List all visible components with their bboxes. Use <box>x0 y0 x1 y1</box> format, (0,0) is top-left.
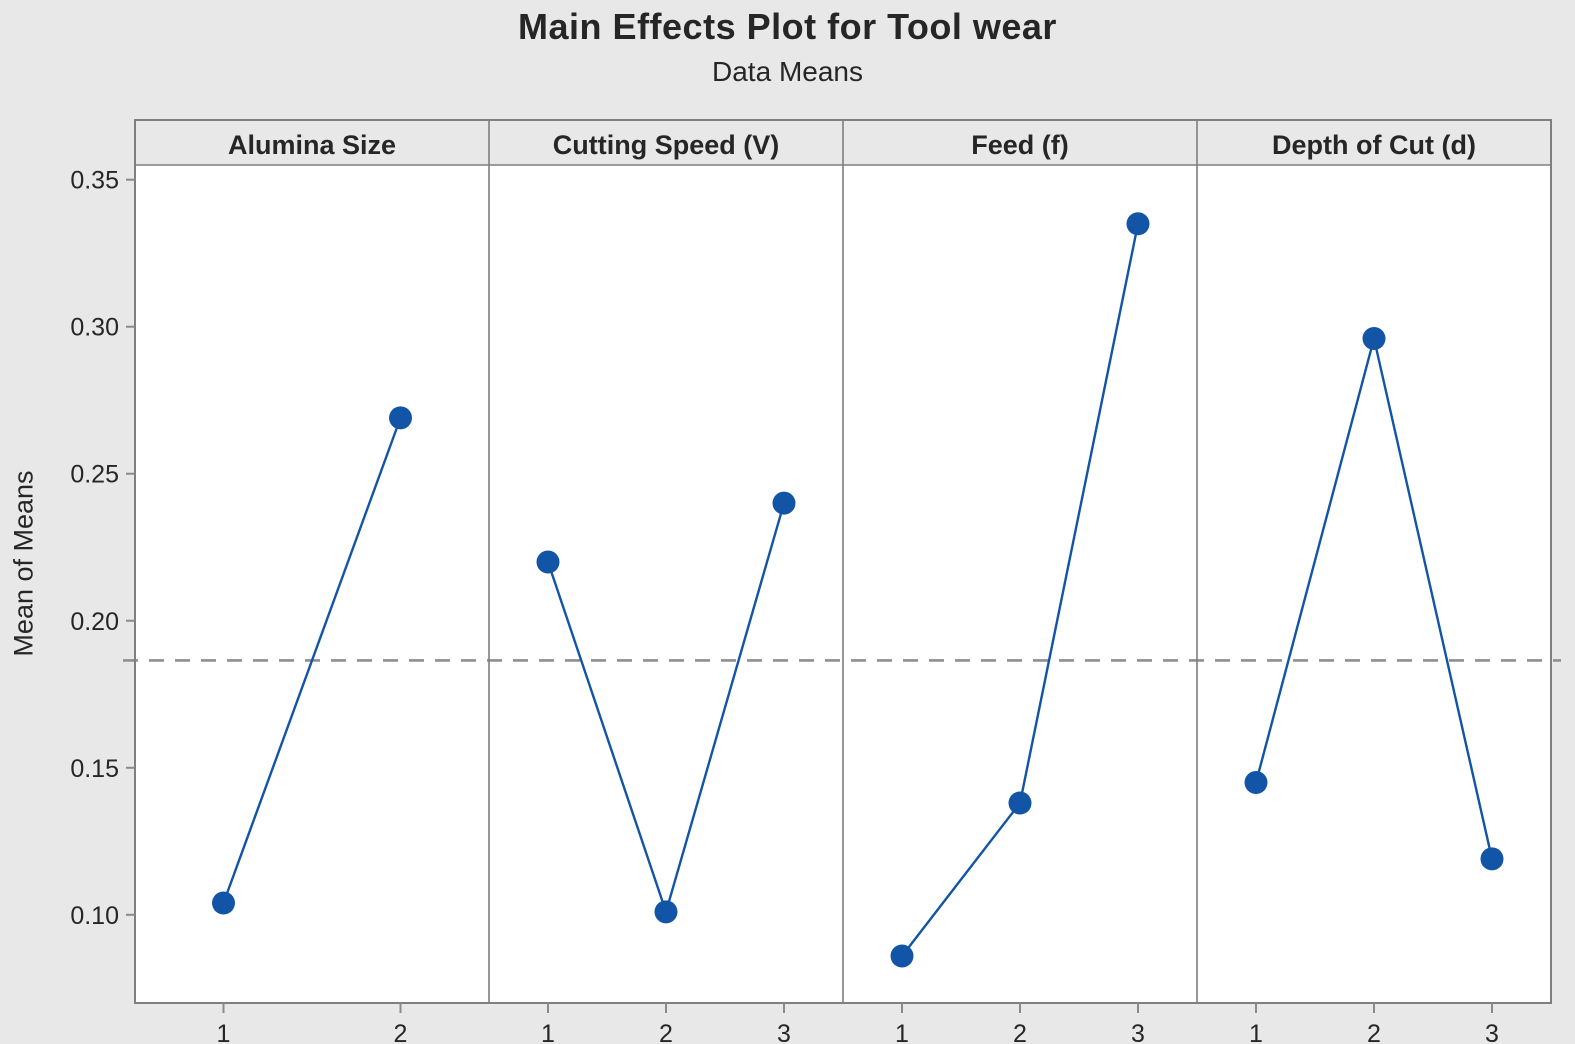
x-tick-label: 2 <box>394 1020 408 1044</box>
x-tick-label: 2 <box>1367 1020 1381 1044</box>
y-tick-label: 0.30 <box>70 314 119 342</box>
data-point-marker <box>1244 770 1268 794</box>
x-tick-label: 2 <box>659 1020 673 1044</box>
x-tick-label: 1 <box>217 1020 231 1044</box>
series-line <box>222 417 402 904</box>
data-point-marker <box>389 406 412 430</box>
plot-border <box>134 119 1552 1004</box>
panel-header-label: Alumina Size <box>228 130 396 160</box>
data-point-marker <box>1126 212 1150 236</box>
chart-subtitle: Data Means <box>712 56 863 87</box>
x-tick-label: 1 <box>895 1020 909 1044</box>
panel-header-label: Cutting Speed (V) <box>553 130 779 160</box>
y-tick-label: 0.35 <box>70 167 119 195</box>
data-point-marker <box>654 900 678 924</box>
x-tick-label: 1 <box>541 1020 555 1044</box>
y-tick-label: 0.20 <box>70 608 119 636</box>
panel-header-label: Feed (f) <box>971 130 1069 160</box>
y-tick-label: 0.25 <box>70 461 119 489</box>
data-point-marker <box>536 550 560 574</box>
y-tick-label: 0.15 <box>70 755 119 783</box>
data-point-marker <box>772 491 796 515</box>
data-point-marker <box>890 944 914 968</box>
chart-title: Main Effects Plot for Tool wear <box>518 6 1057 47</box>
panel-header-label: Depth of Cut (d) <box>1272 130 1476 160</box>
data-point-marker <box>1008 791 1032 815</box>
x-tick-label: 3 <box>1131 1020 1145 1044</box>
x-tick-label: 3 <box>1485 1020 1499 1044</box>
x-tick-label: 2 <box>1013 1020 1027 1044</box>
data-point-marker <box>1362 326 1386 350</box>
y-tick-label: 0.10 <box>70 902 119 930</box>
data-point-marker <box>212 891 235 915</box>
x-tick-label: 1 <box>1249 1020 1263 1044</box>
x-tick-label: 3 <box>777 1020 791 1044</box>
data-point-marker <box>1480 847 1504 871</box>
